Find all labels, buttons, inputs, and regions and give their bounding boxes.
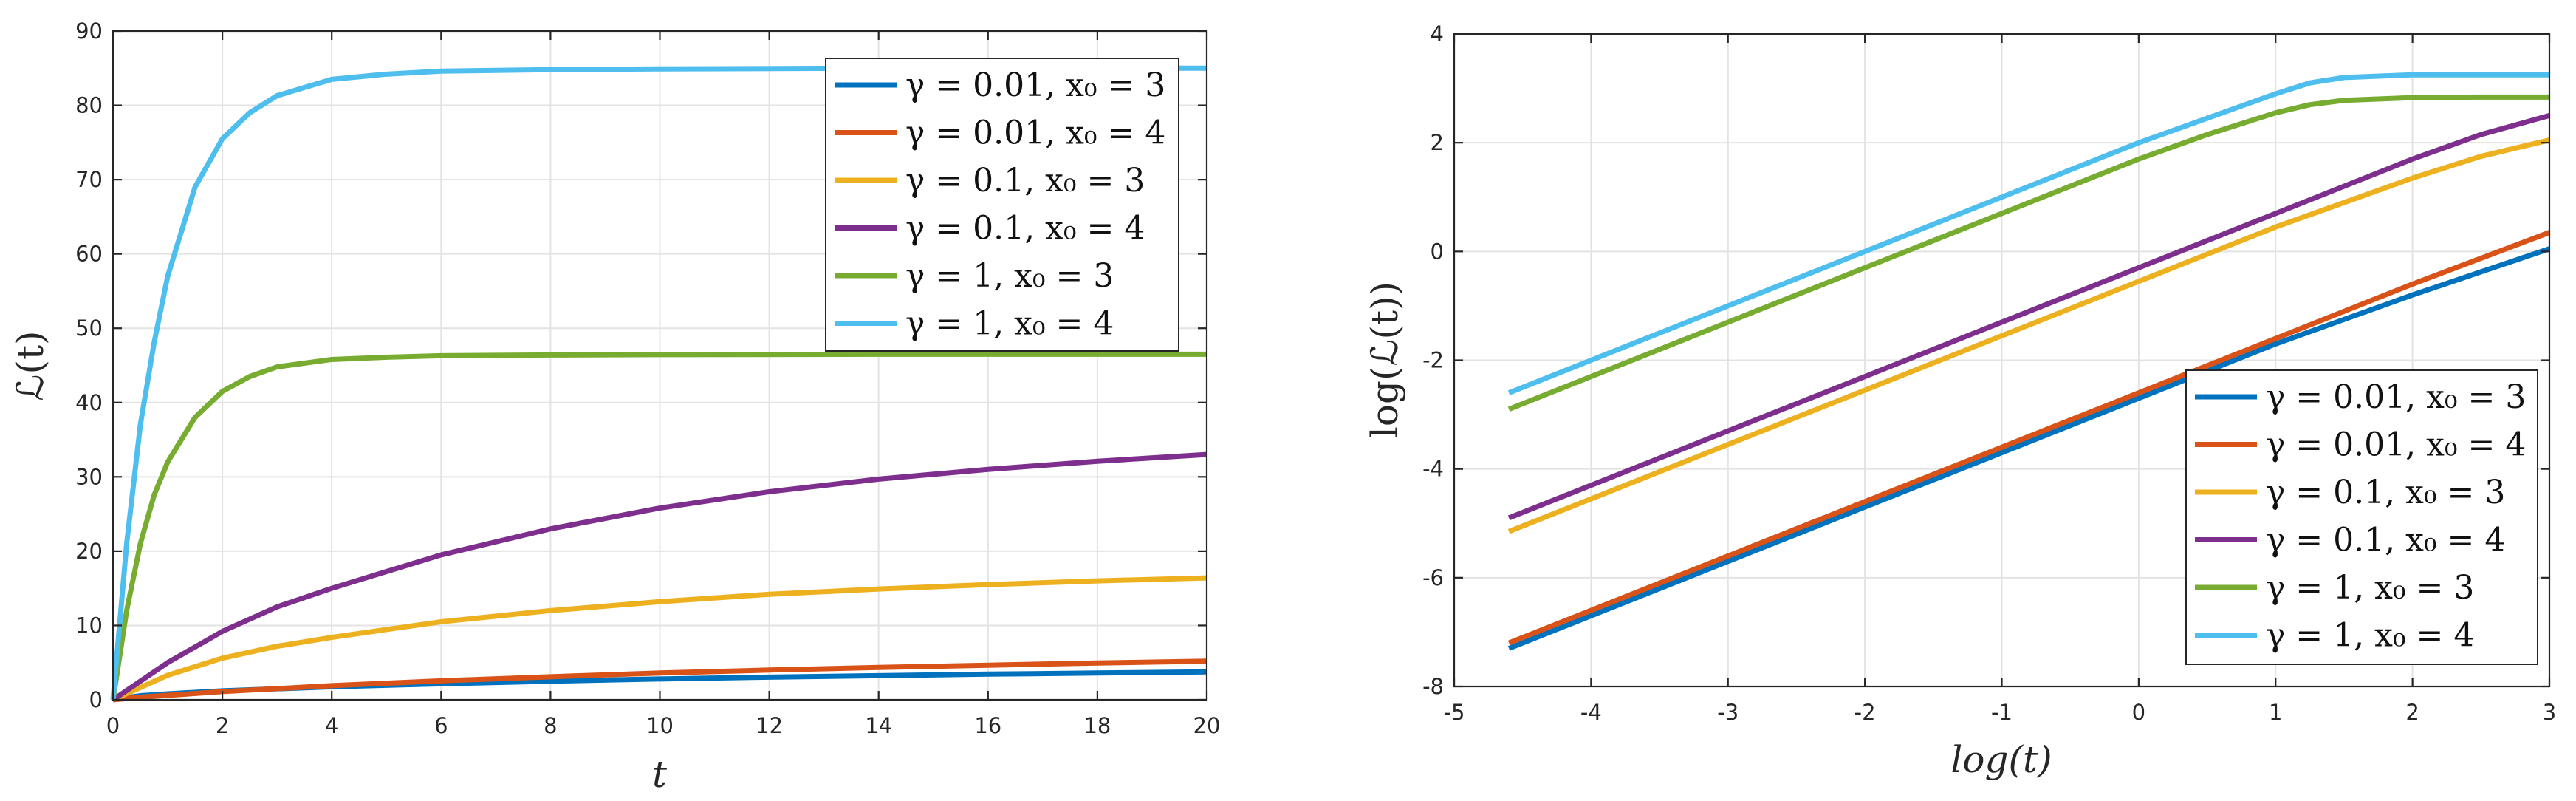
legend: γ = 0.01, x₀ = 3 γ = 0.01, x₀ = 4 γ = 0.1,… bbox=[825, 58, 1179, 352]
x-tick-label: 14 bbox=[865, 713, 892, 738]
x-axis-label: t bbox=[652, 753, 668, 796]
y-tick-label: 90 bbox=[75, 18, 103, 44]
x-tick-label: 0 bbox=[106, 713, 120, 738]
y-tick-label: 40 bbox=[75, 390, 103, 415]
y-tick-label: -8 bbox=[1422, 674, 1444, 699]
legend-label-2: γ = 0.01, x₀ = 4 bbox=[2266, 426, 2526, 464]
x-tick-label: 8 bbox=[544, 713, 557, 738]
x-tick-label: 16 bbox=[974, 713, 1001, 738]
y-tick-label: 80 bbox=[75, 93, 103, 118]
series-line-2 bbox=[112, 658, 1208, 703]
x-tick-label: 2 bbox=[216, 713, 229, 738]
y-tick-label: 50 bbox=[75, 316, 103, 341]
x-tick-label: -3 bbox=[1717, 700, 1739, 725]
x-tick-label: -5 bbox=[1444, 700, 1465, 725]
y-tick-label: 4 bbox=[1431, 21, 1444, 47]
y-tick-label: 70 bbox=[75, 167, 103, 192]
legend-label-4: γ = 0.1, x₀ = 4 bbox=[2266, 522, 2505, 559]
legend-label-6: γ = 1, x₀ = 4 bbox=[905, 305, 1114, 343]
x-tick-label: 0 bbox=[2132, 700, 2145, 725]
legend-label-6: γ = 1, x₀ = 4 bbox=[2266, 617, 2474, 655]
legend: γ = 0.01, x₀ = 3 γ = 0.01, x₀ = 4 γ = 0.1,… bbox=[2185, 369, 2538, 665]
legend-box bbox=[825, 58, 1179, 352]
legend-label-3: γ = 0.1, x₀ = 3 bbox=[905, 162, 1145, 200]
legend-label-4: γ = 0.1, x₀ = 4 bbox=[905, 210, 1145, 248]
x-tick-label: -1 bbox=[1991, 700, 2012, 725]
left-chart-panel: 0 2 4 6 8 10 12 14 16 18 20 0 10 20 30 40 50 60 70 80 90 t ℒ(t… bbox=[9, 18, 1220, 796]
legend-label-5: γ = 1, x₀ = 3 bbox=[2266, 569, 2474, 607]
x-tick-label: -2 bbox=[1854, 700, 1876, 725]
y-tick-label: 30 bbox=[75, 464, 103, 489]
series-line-6 bbox=[110, 65, 1207, 701]
x-tick-label: 20 bbox=[1193, 713, 1221, 738]
x-tick-label: 6 bbox=[434, 713, 448, 738]
legend-box bbox=[2185, 369, 2538, 665]
series-line-6 bbox=[1507, 72, 2549, 395]
series-line-3 bbox=[112, 575, 1208, 703]
y-tick-label: 20 bbox=[75, 539, 103, 564]
y-tick-label: 60 bbox=[75, 242, 103, 267]
x-tick-label: -4 bbox=[1580, 700, 1602, 725]
y-tick-label: 10 bbox=[75, 613, 103, 638]
series-line-4 bbox=[1507, 113, 2550, 521]
y-tick-label: -2 bbox=[1422, 348, 1444, 373]
legend-label-2: γ = 0.01, x₀ = 4 bbox=[905, 115, 1165, 152]
legend-label-5: γ = 1, x₀ = 3 bbox=[905, 257, 1114, 295]
right-chart-panel: -5 -4 -3 -2 -1 0 1 2 3 -8 -6 -4 -2 0 2 4 log(t) log(ℒ(t))… bbox=[1363, 21, 2556, 781]
series-line-3 bbox=[1507, 137, 2550, 534]
y-axis-label: ℒ(t) bbox=[9, 330, 52, 400]
x-tick-label: 12 bbox=[756, 713, 783, 738]
legend-label-3: γ = 0.1, x₀ = 3 bbox=[2266, 474, 2505, 511]
x-axis-label: log(t) bbox=[1950, 738, 2052, 781]
x-tick-label: 4 bbox=[325, 713, 338, 738]
x-tick-label: 2 bbox=[2405, 700, 2419, 725]
series-line-5 bbox=[1507, 94, 2549, 412]
y-tick-label: -4 bbox=[1422, 457, 1444, 482]
y-tick-label: -6 bbox=[1422, 565, 1444, 590]
x-tick-label: 1 bbox=[2269, 700, 2282, 725]
series-line-4 bbox=[112, 451, 1208, 702]
y-tick-label: 2 bbox=[1431, 130, 1444, 155]
x-tick-label: 18 bbox=[1083, 713, 1111, 738]
x-tick-label: 3 bbox=[2543, 700, 2556, 725]
y-axis-label: log(ℒ(t)) bbox=[1363, 282, 1406, 438]
x-tick-label: 10 bbox=[646, 713, 674, 738]
legend-label-1: γ = 0.01, x₀ = 3 bbox=[905, 67, 1165, 104]
series-line-5 bbox=[110, 351, 1207, 701]
y-tick-label: 0 bbox=[1431, 239, 1444, 264]
legend-label-1: γ = 0.01, x₀ = 3 bbox=[2266, 378, 2526, 416]
series-line-2 bbox=[1507, 230, 2551, 646]
y-tick-label: 0 bbox=[89, 687, 103, 712]
